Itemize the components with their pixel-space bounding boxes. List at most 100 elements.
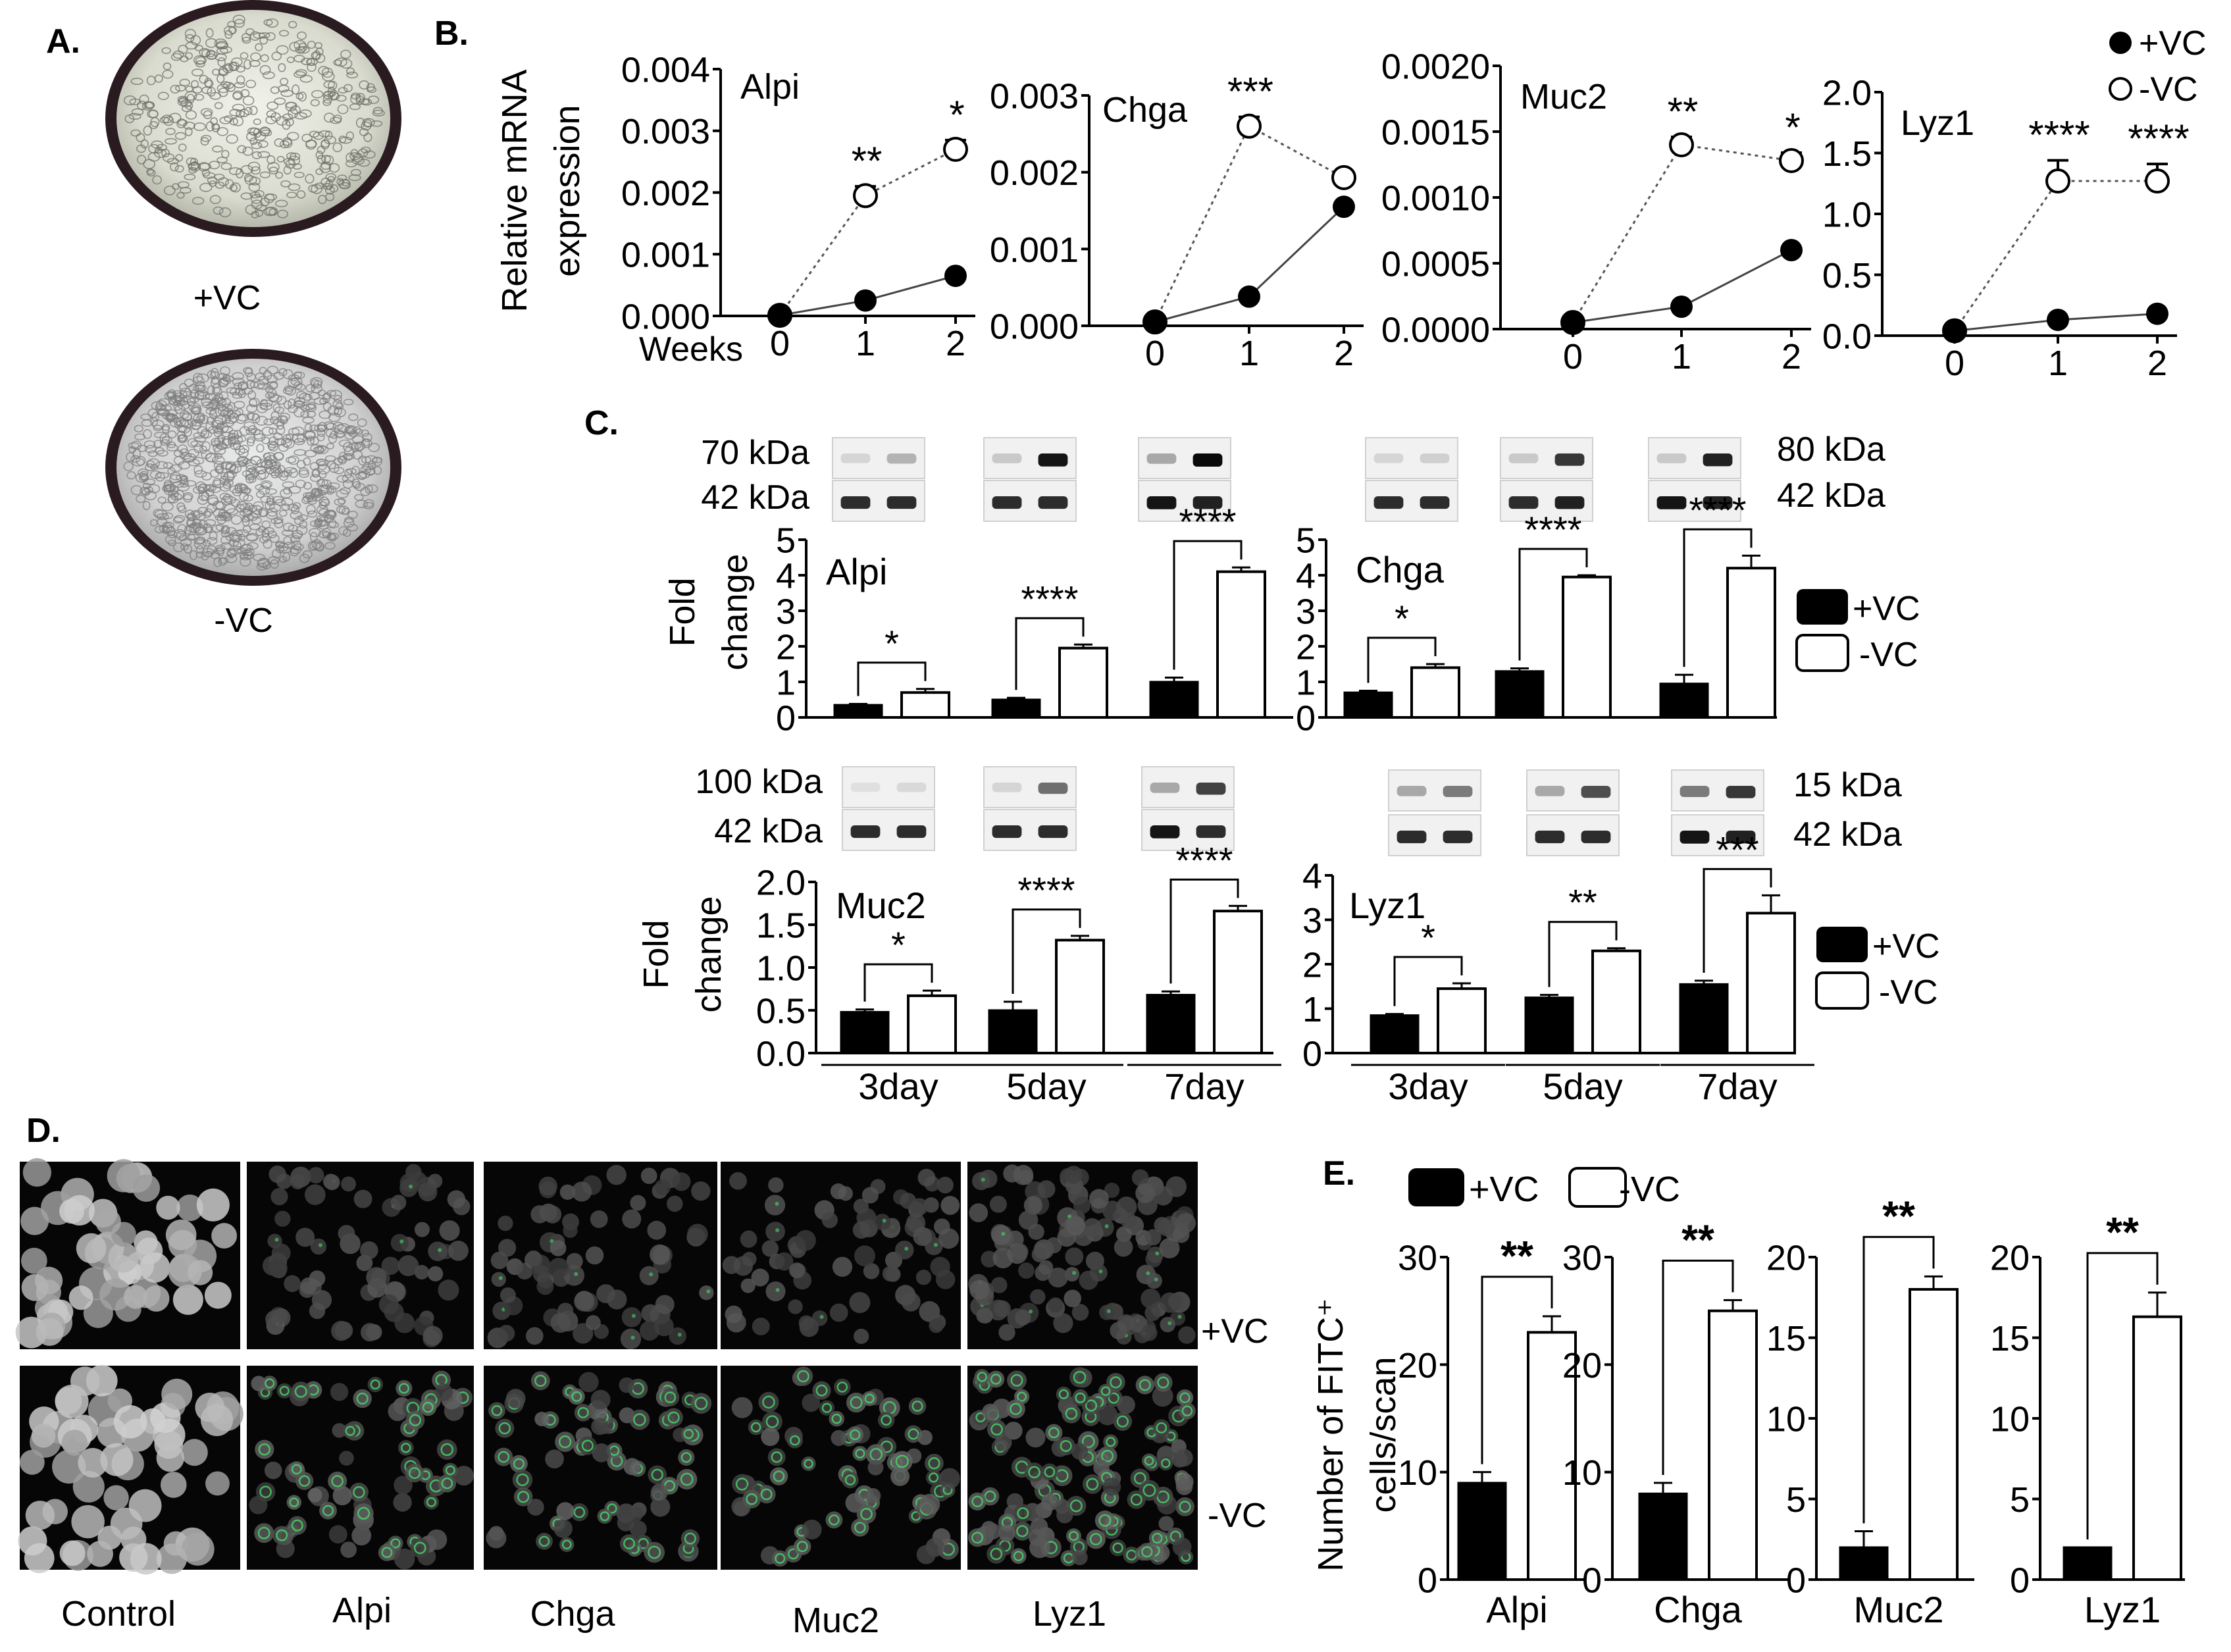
fitc-signal: [882, 1218, 886, 1223]
nucleus: [428, 1241, 448, 1262]
cell: [298, 392, 311, 403]
cell: [295, 479, 306, 488]
nucleus: [890, 1466, 910, 1486]
nucleus: [767, 1448, 786, 1466]
blot-band: [886, 453, 917, 464]
cell: [228, 436, 239, 445]
cell: [266, 18, 279, 28]
cell: [220, 81, 231, 88]
nucleus: [1039, 1260, 1054, 1275]
cell: [193, 373, 203, 383]
nucleus: [1097, 1405, 1118, 1426]
cell: [163, 485, 175, 496]
nucleus: [128, 1489, 162, 1522]
cell: [314, 424, 326, 432]
nucleus: [793, 1537, 811, 1555]
legend-plus-marker: [2109, 32, 2132, 54]
cell: [372, 109, 385, 116]
fitc-signal: [1072, 1270, 1077, 1275]
nucleus: [498, 1239, 517, 1257]
nucleus: [378, 1543, 396, 1561]
nucleus: [331, 1320, 351, 1341]
cell: [311, 488, 321, 496]
panelB-legend: +VC -VC: [2109, 24, 2207, 109]
y-tick-label: 2.0: [756, 863, 806, 902]
nucleus: [123, 1285, 148, 1309]
cell: [304, 450, 317, 457]
fitc-signal: [294, 1385, 307, 1398]
cell: [163, 116, 174, 126]
fitc-signal: [399, 1239, 404, 1244]
blot-strip: [832, 437, 925, 479]
cell: [265, 467, 274, 475]
cell: [276, 45, 289, 55]
nucleus: [764, 1195, 786, 1216]
fitc-signal: [850, 1396, 863, 1409]
cell: [263, 539, 272, 549]
x-category-label: 3day: [858, 1066, 938, 1107]
bar-minus-vc: [1213, 910, 1263, 1054]
cell: [179, 78, 190, 87]
cell: [130, 455, 140, 463]
nucleus: [438, 1474, 457, 1493]
micrograph-lyz1-minus-vc: [967, 1366, 1198, 1570]
cell: [213, 206, 224, 215]
nucleus: [974, 1369, 990, 1385]
significance-bracket: [1015, 617, 1085, 690]
nucleus: [498, 1216, 513, 1231]
nucleus: [397, 1440, 414, 1456]
nucleus: [1138, 1543, 1156, 1561]
bar-plus-vc: [1457, 1482, 1507, 1581]
nucleus: [678, 1449, 695, 1466]
point-minus-vc: [2045, 168, 2070, 194]
cell: [334, 57, 347, 67]
cell: [211, 367, 219, 378]
nucleus: [434, 1383, 453, 1401]
nucleus: [545, 1449, 564, 1469]
cell: [267, 365, 278, 374]
y-tick-label: 0.002: [990, 153, 1079, 193]
cell: [140, 139, 149, 149]
nucleus: [655, 1295, 675, 1314]
fitc-signal: [1179, 1392, 1191, 1403]
fitc-signal: [1098, 1269, 1103, 1274]
cell: [139, 473, 149, 482]
cell: [128, 442, 140, 450]
cell: [361, 146, 371, 154]
legend-minus-label: -VC: [2139, 70, 2198, 109]
y-tick-label: 3: [1302, 901, 1322, 941]
nucleus: [1031, 1247, 1048, 1262]
blot-band: [1535, 831, 1565, 844]
nucleus: [916, 1545, 936, 1564]
cell: [291, 505, 299, 515]
panelE-legend: +VC -VC: [1408, 1167, 1680, 1209]
fitc-signal: [413, 1541, 426, 1555]
fitc-signal: [291, 1519, 303, 1532]
blot-strip: [1365, 437, 1458, 479]
cell: [138, 468, 149, 477]
cell: [194, 44, 203, 51]
y-tick-label: 30: [1398, 1238, 1437, 1278]
blot-strip: [1141, 766, 1235, 808]
nucleus: [448, 1240, 469, 1261]
fitc-signal: [933, 1243, 938, 1247]
x-tick-label: 2: [1782, 337, 1801, 376]
plate-plus-vc-label: +VC: [193, 279, 261, 317]
bar-plus-vc: [840, 1011, 890, 1054]
cell: [218, 88, 228, 97]
cell: [174, 395, 183, 404]
nucleus: [1152, 1419, 1170, 1437]
nucleus: [639, 1266, 659, 1285]
cell: [217, 57, 226, 67]
cell: [248, 467, 257, 475]
nucleus: [990, 1277, 1008, 1293]
cell: [234, 382, 242, 390]
panelC-top-ylabel-1: Fold: [663, 577, 702, 646]
fitc-signal: [821, 1403, 833, 1413]
nucleus: [619, 1534, 639, 1553]
nucleus: [1040, 1463, 1058, 1481]
cell: [293, 401, 305, 408]
nucleus: [1056, 1507, 1073, 1524]
